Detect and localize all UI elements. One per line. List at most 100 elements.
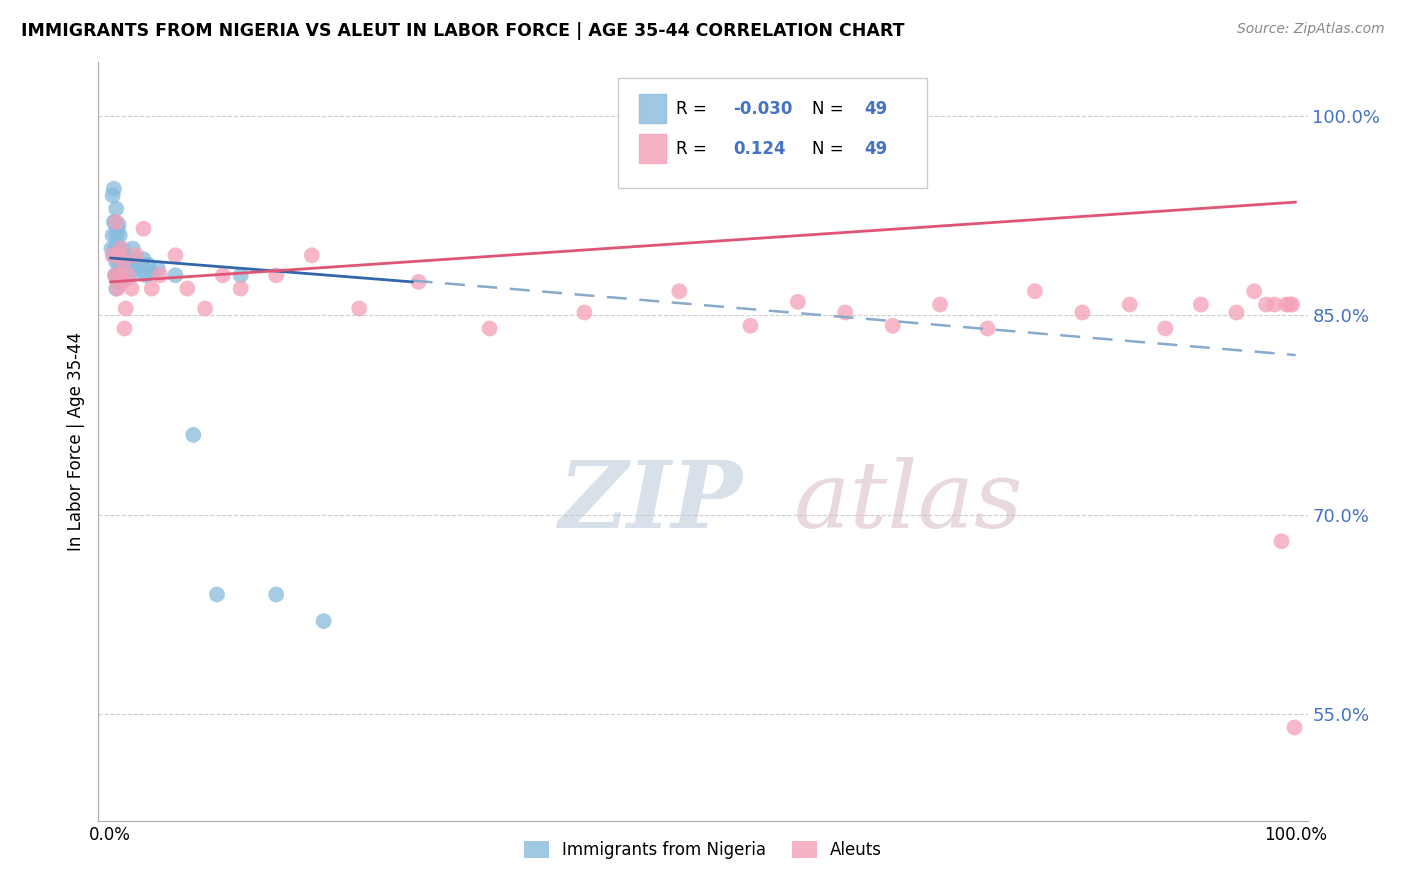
Point <box>229 268 252 283</box>
Point <box>408 275 430 289</box>
Point <box>107 218 129 232</box>
Point <box>105 215 128 229</box>
Point <box>120 258 142 272</box>
Point <box>104 242 127 256</box>
Point <box>1275 297 1298 311</box>
Point <box>1071 305 1094 319</box>
Point <box>1243 284 1265 298</box>
Point <box>136 258 159 272</box>
Point <box>135 268 157 283</box>
Point <box>1270 534 1292 549</box>
Point <box>141 282 163 296</box>
Point <box>176 282 198 296</box>
Point <box>1024 284 1046 298</box>
Point <box>122 261 145 276</box>
Point <box>105 248 128 262</box>
Bar <box>638 95 665 123</box>
Point <box>105 282 128 296</box>
Point <box>1225 305 1247 319</box>
Point <box>114 248 136 262</box>
Point <box>132 252 155 267</box>
Legend: Immigrants from Nigeria, Aleuts: Immigrants from Nigeria, Aleuts <box>517 834 889 865</box>
Point <box>141 266 163 280</box>
Point <box>129 258 152 272</box>
Point <box>121 282 143 296</box>
Point <box>105 221 128 235</box>
Text: IMMIGRANTS FROM NIGERIA VS ALEUT IN LABOR FORCE | AGE 35-44 CORRELATION CHART: IMMIGRANTS FROM NIGERIA VS ALEUT IN LABO… <box>21 22 904 40</box>
Point <box>105 268 128 283</box>
Point <box>107 255 129 269</box>
Text: Source: ZipAtlas.com: Source: ZipAtlas.com <box>1237 22 1385 37</box>
Text: 49: 49 <box>863 140 887 158</box>
Point <box>264 268 287 283</box>
Point <box>101 188 124 202</box>
Point <box>165 268 187 283</box>
Text: ZIP: ZIP <box>558 458 742 547</box>
Point <box>1119 297 1142 311</box>
FancyBboxPatch shape <box>619 78 927 187</box>
Point <box>108 268 131 283</box>
Point <box>301 248 323 262</box>
Text: -0.030: -0.030 <box>734 100 793 118</box>
Point <box>1278 297 1301 311</box>
Point <box>1281 297 1303 311</box>
Point <box>107 248 129 262</box>
Point <box>929 297 952 311</box>
Point <box>100 242 122 256</box>
Point <box>117 268 139 283</box>
Point <box>229 282 252 296</box>
Text: N =: N = <box>811 140 849 158</box>
Point <box>114 301 136 316</box>
Point <box>264 587 287 601</box>
Point <box>1154 321 1177 335</box>
Point <box>165 248 187 262</box>
Point <box>111 266 134 280</box>
Point <box>114 266 136 280</box>
Point <box>104 268 127 283</box>
Point <box>107 242 129 256</box>
Point <box>105 228 128 243</box>
Point <box>112 255 135 269</box>
Point <box>108 268 131 283</box>
Point <box>103 215 125 229</box>
Point <box>205 587 228 601</box>
Point <box>740 318 762 333</box>
Point <box>128 266 150 280</box>
Point <box>312 614 335 628</box>
Point <box>146 261 169 276</box>
Point <box>1263 297 1285 311</box>
Point <box>668 284 690 298</box>
Point <box>111 275 134 289</box>
Point <box>103 248 125 262</box>
Point <box>101 228 124 243</box>
Point <box>181 428 204 442</box>
Point <box>104 268 127 283</box>
Point <box>112 258 135 272</box>
Point <box>149 268 172 283</box>
Text: 0.124: 0.124 <box>734 140 786 158</box>
Point <box>111 242 134 256</box>
Text: R =: R = <box>676 140 713 158</box>
Text: N =: N = <box>811 100 849 118</box>
Point <box>104 215 127 229</box>
Point <box>110 242 132 256</box>
Point <box>125 248 148 262</box>
Point <box>132 221 155 235</box>
Point <box>574 305 596 319</box>
Point <box>115 252 138 267</box>
Point <box>117 271 139 285</box>
Point <box>107 275 129 289</box>
Point <box>125 252 148 267</box>
Point <box>882 318 904 333</box>
Text: atlas: atlas <box>793 458 1024 547</box>
Text: R =: R = <box>676 100 713 118</box>
Point <box>1284 721 1306 735</box>
Text: 49: 49 <box>863 100 887 118</box>
Point <box>105 255 128 269</box>
Point <box>105 202 128 216</box>
Point <box>194 301 217 316</box>
Point <box>347 301 370 316</box>
Point <box>110 244 132 259</box>
Point <box>114 321 136 335</box>
Point <box>103 182 125 196</box>
